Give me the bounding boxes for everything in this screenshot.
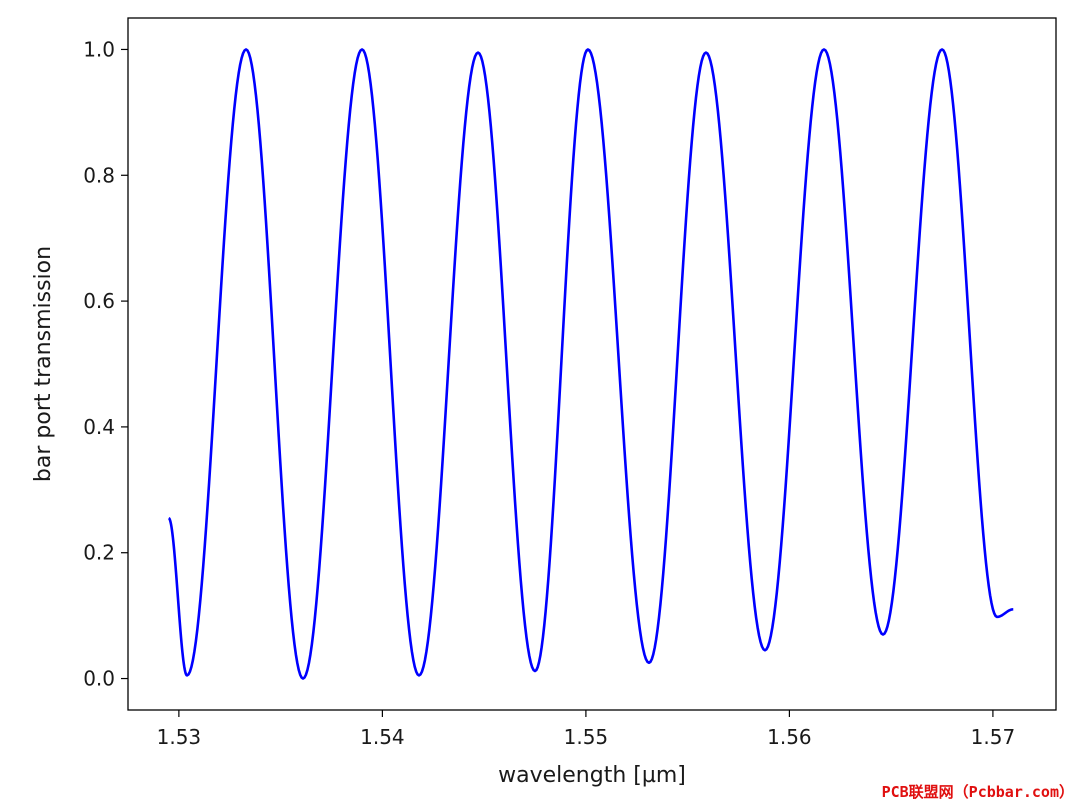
y-tick-label: 0.0 bbox=[83, 667, 115, 691]
x-tick-label: 1.57 bbox=[971, 725, 1016, 749]
y-tick-label: 0.4 bbox=[83, 415, 115, 439]
watermark: PCB联盟网（Pcbbar.com） bbox=[881, 783, 1074, 801]
y-tick-label: 1.0 bbox=[83, 37, 115, 61]
series-layer bbox=[167, 48, 1015, 680]
x-tick-label: 1.55 bbox=[564, 725, 609, 749]
y-tick-label: 0.6 bbox=[83, 289, 115, 313]
x-axis-label: wavelength [µm] bbox=[498, 763, 686, 788]
plot-area-background bbox=[128, 18, 1056, 710]
y-tick-label: 0.8 bbox=[83, 163, 115, 187]
x-tick-label: 1.53 bbox=[157, 725, 202, 749]
series-line-transmission bbox=[167, 48, 1015, 680]
x-tick-label: 1.54 bbox=[360, 725, 405, 749]
y-axis-label: bar port transmission bbox=[31, 246, 56, 482]
x-tick-label: 1.56 bbox=[767, 725, 812, 749]
ticks: 1.53 1.54 1.55 1.56 1.57 0.0 0.2 0.4 0.6 0.8 1.0 bbox=[83, 37, 1015, 749]
y-tick-label: 0.2 bbox=[83, 541, 115, 565]
plot-frame bbox=[127, 17, 1057, 711]
